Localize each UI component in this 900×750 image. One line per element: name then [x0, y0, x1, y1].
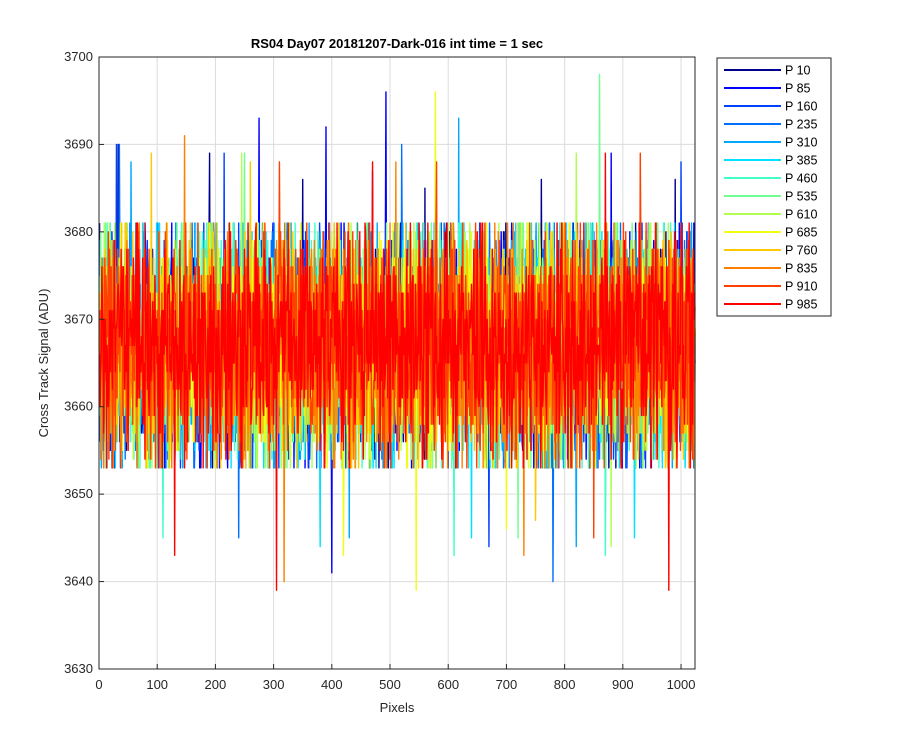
series-layer: [98, 73, 696, 592]
legend-label: P 460: [785, 172, 817, 186]
legend-label: P 610: [785, 208, 817, 222]
plot-frame: [98, 56, 696, 670]
legend-label: P 310: [785, 136, 817, 150]
y-tick-label: 3680: [64, 224, 93, 239]
legend-label: P 985: [785, 298, 817, 312]
legend-label: P 385: [785, 154, 817, 168]
x-tick-label: 200: [205, 677, 227, 692]
x-axis: 0 100 200 300 400 500 600 700 800 900 1000: [95, 664, 695, 692]
y-tick-label: 3640: [64, 574, 93, 589]
y-tick-label: 3650: [64, 486, 93, 501]
x-axis-label: Pixels: [380, 700, 415, 715]
legend-label: P 160: [785, 100, 817, 114]
legend-label: P 535: [785, 190, 817, 204]
legend-label: P 10: [785, 64, 811, 78]
x-tick-label: 600: [437, 677, 459, 692]
legend-label: P 85: [785, 82, 811, 96]
x-tick-label: 700: [496, 677, 518, 692]
y-tick-label: 3700: [64, 49, 93, 64]
y-tick-label: 3690: [64, 136, 93, 151]
legend-label: P 835: [785, 262, 817, 276]
legend-label: P 235: [785, 118, 817, 132]
x-tick-label: 900: [612, 677, 634, 692]
y-axis-label: Cross Track Signal (ADU): [36, 289, 51, 438]
series-line: [98, 152, 696, 592]
legend: P 10 P 85 P 160 P 235 P 310 P 385 P 460 P 535 P …: [716, 57, 832, 317]
y-axis: 3630 3640 3650 3660 3670 3680 3690 3700: [64, 49, 104, 676]
x-tick-label: 0: [95, 677, 102, 692]
legend-label: P 910: [785, 280, 817, 294]
x-tick-label: 100: [146, 677, 168, 692]
x-tick-label: 1000: [667, 677, 696, 692]
x-tick-label: 400: [321, 677, 343, 692]
legend-box: [716, 57, 832, 317]
y-tick-label: 3660: [64, 399, 93, 414]
legend-label: P 760: [785, 244, 817, 258]
y-tick-label: 3630: [64, 661, 93, 676]
y-tick-label: 3670: [64, 311, 93, 326]
legend-label: P 685: [785, 226, 817, 240]
x-tick-label: 500: [379, 677, 401, 692]
x-tick-label: 800: [554, 677, 576, 692]
x-tick-label: 300: [263, 677, 285, 692]
chart-title: RS04 Day07 20181207-Dark-016 int time = …: [251, 36, 543, 51]
